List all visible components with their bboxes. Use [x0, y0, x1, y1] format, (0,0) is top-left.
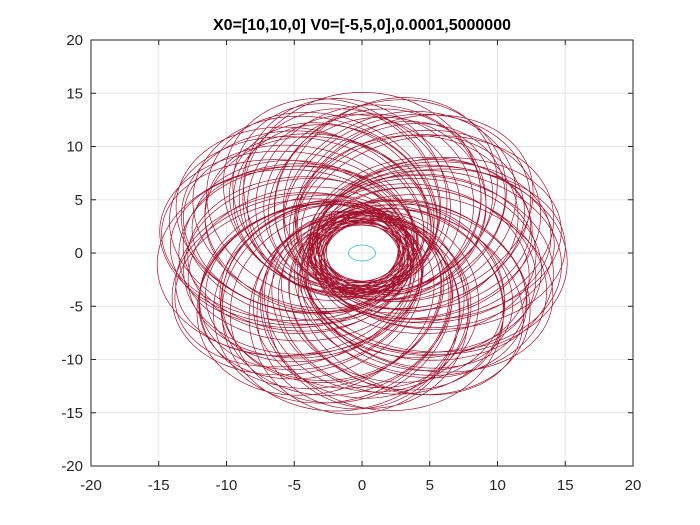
- y-tick-label: 0: [75, 245, 83, 262]
- axis-ticks: [90, 39, 634, 467]
- y-tick-label: 20: [66, 32, 83, 49]
- x-tick-label: 15: [557, 477, 574, 494]
- y-tick-labels: -20 -15 -10 -5 0 5 10 15 20: [61, 32, 83, 475]
- y-tick-label: 5: [75, 192, 83, 209]
- x-tick-label: 10: [489, 477, 506, 494]
- x-tick-label: 20: [625, 477, 642, 494]
- x-tick-label: -20: [80, 477, 102, 494]
- y-tick-label: -5: [70, 298, 83, 315]
- y-tick-label: -10: [61, 352, 83, 369]
- x-tick-label: 5: [426, 477, 434, 494]
- x-tick-label: -15: [148, 477, 170, 494]
- grid: [90, 39, 634, 467]
- y-tick-label: -20: [61, 458, 83, 475]
- x-tick-label: 0: [358, 477, 366, 494]
- orbit-trajectory: [156, 91, 568, 415]
- chart-title: X0=[10,10,0] V0=[-5,5,0],0.0001,5000000: [213, 17, 511, 34]
- x-tick-labels: -20 -15 -10 -5 0 5 10 15 20: [80, 477, 641, 494]
- series-layer: [156, 91, 568, 415]
- x-tick-label: -10: [216, 477, 238, 494]
- x-tick-label: -5: [288, 477, 301, 494]
- central-body-ellipse: [348, 244, 377, 262]
- y-tick-label: 15: [66, 85, 83, 102]
- y-tick-label: 10: [66, 139, 83, 156]
- y-tick-label: -15: [61, 405, 83, 422]
